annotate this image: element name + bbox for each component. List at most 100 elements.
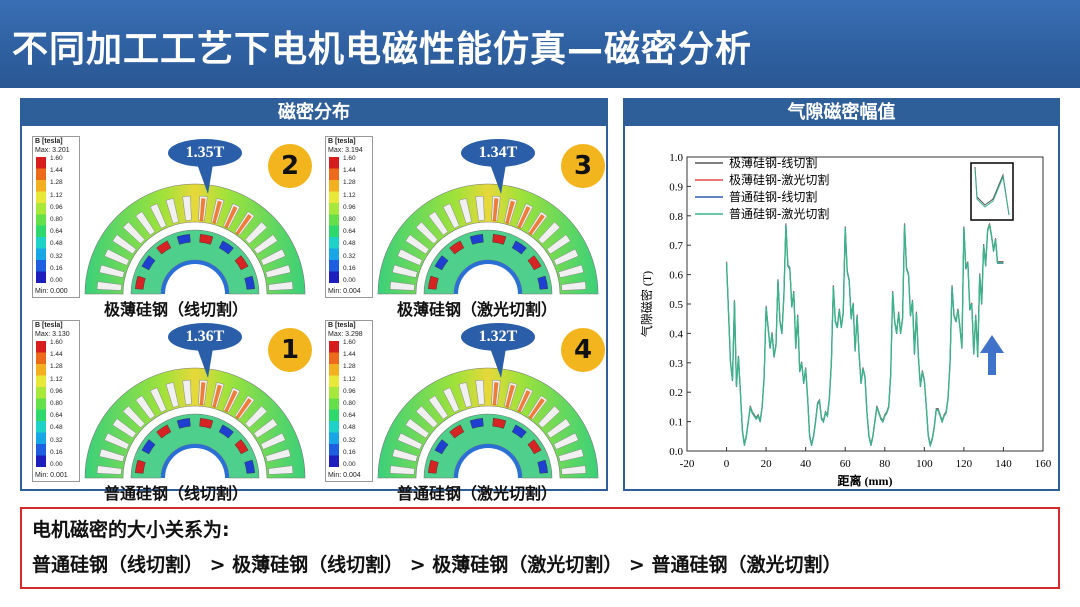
rotor-magnet [511,424,527,439]
rotor-magnet [492,418,507,429]
stator-slot [165,382,179,408]
stator-slot [558,264,584,278]
stator-slot [537,405,561,429]
stator-slot [122,221,146,245]
callout-bubble [168,139,242,194]
peak-flux-callout: 1.36T [167,322,243,380]
stator-slot [99,264,125,278]
stator-slot [104,248,130,266]
legend-max: Max: 3.130 [35,331,70,338]
rotor-magnet [469,234,484,245]
legend-tick: 0.32 [343,436,356,444]
rotor-magnet [176,418,191,429]
legend-tick: 1.28 [343,179,356,187]
flux-hotspot [492,198,499,222]
y-tick-label: 0.6 [669,270,683,282]
rotor-magnet [434,255,449,271]
motor-flux-plot [377,367,599,479]
legend-entry: 普通硅钢-激光切割 [729,206,829,221]
rotor-magnet [428,275,439,290]
flux-hotspot [212,200,222,224]
flux-legend: B [tesla] Max: 3.201 Min: 0.000 1.60 1.44 1.2… [32,136,80,298]
stator-slot [561,281,587,291]
legend-tick: 0.32 [343,252,356,260]
legend-tick: 1.60 [50,155,63,162]
stator-slot [475,379,485,405]
stator-slot [112,234,137,255]
x-tick-label: 0 [724,458,730,470]
x-tick-label: 20 [761,458,773,470]
rotor-magnet [218,240,234,255]
stator-slot [260,248,286,266]
legend-tick: 0.48 [50,424,63,432]
legend-color-bar [329,341,339,467]
stator-yoke [377,367,599,479]
flux-cell-4: B [tesla] Max: 3.298 Min: 0.004 1.60 1.44 1.2… [325,320,605,503]
legend-tick: 1.44 [343,167,356,175]
legend-tick: 0.64 [50,412,63,420]
legend-tick: 1.28 [343,363,356,371]
flux-legend: B [tesla] Max: 3.130 Min: 0.001 1.60 1.44 1.2… [32,320,80,482]
zoom-inset-line-2 [974,168,1010,216]
flux-cell-caption: 普通硅钢（线切割） [104,484,249,503]
rotor-magnet [449,240,465,255]
flux-hotspot [517,390,531,413]
legend-tick: 1.12 [50,375,63,383]
stator-slot [458,198,472,224]
stator-slot [546,418,571,439]
legend-tick: 1.44 [50,167,63,175]
stator-slot [99,448,125,462]
rotor-magnet [135,459,146,474]
rank-badge: 4 [561,328,605,372]
x-tick-label: 100 [916,458,933,470]
x-tick-label: 140 [995,458,1012,470]
stator-slot [112,418,137,439]
x-tick-label: 40 [800,458,812,470]
x-tick-label: -20 [680,458,695,470]
legend-tick: 0.00 [343,461,356,468]
legend-tick: 1.60 [343,155,356,162]
stator-slot [244,221,268,245]
stator-slot [253,418,278,439]
stator-slot [415,405,439,429]
airgap-flux-chart: 0.0 0.1 0.2 0.3 0.4 0.5 0.6 0.7 0.8 0.9 1.0 -20 0 20 4… [639,152,1052,488]
motor-flux-plot [84,367,306,479]
legend-min: Min: 0.000 [35,288,68,295]
callout-bubble [168,323,242,378]
legend-header: B [tesla] [35,322,63,329]
rotor-magnet [135,275,146,290]
stator-slot [428,395,449,420]
stator-slot [442,203,460,229]
callout-value: 1.32T [478,328,518,345]
rotor-magnet [434,439,449,455]
flux-hotspot [212,384,222,408]
legend-header: B [tesla] [328,322,356,329]
stator-slot [244,405,268,429]
flux-hotspot [528,214,545,236]
airgap-flux-title: 气隙磁密幅值 [625,100,1058,126]
legend-tick: 1.60 [343,339,356,346]
rotor-magnet [141,255,156,271]
flux-hotspot [235,214,252,236]
rotor-magnet [234,255,249,271]
motor-flux-plot [84,183,306,295]
stator-slot [397,248,423,266]
rotor-magnet [449,424,465,439]
stator-slot [389,465,415,475]
motor-flux-plot [377,183,599,295]
flux-hotspot [517,206,531,229]
legend-tick: 1.12 [343,191,356,199]
rotor-magnet [218,424,234,439]
legend-tick: 0.00 [50,461,63,468]
y-tick-label: 0.2 [669,387,683,399]
y-tick-label: 0.5 [669,299,683,311]
stator-slot [253,234,278,255]
legend-color-bar [36,341,46,467]
legend-tick: 0.16 [343,264,356,272]
legend-max: Max: 3.201 [35,147,70,154]
rotor-magnet [141,439,156,455]
legend-tick: 1.12 [343,375,356,383]
legend-tick: 0.96 [50,203,63,211]
legend-tick: 0.64 [50,228,63,236]
stator-slot [96,465,122,475]
